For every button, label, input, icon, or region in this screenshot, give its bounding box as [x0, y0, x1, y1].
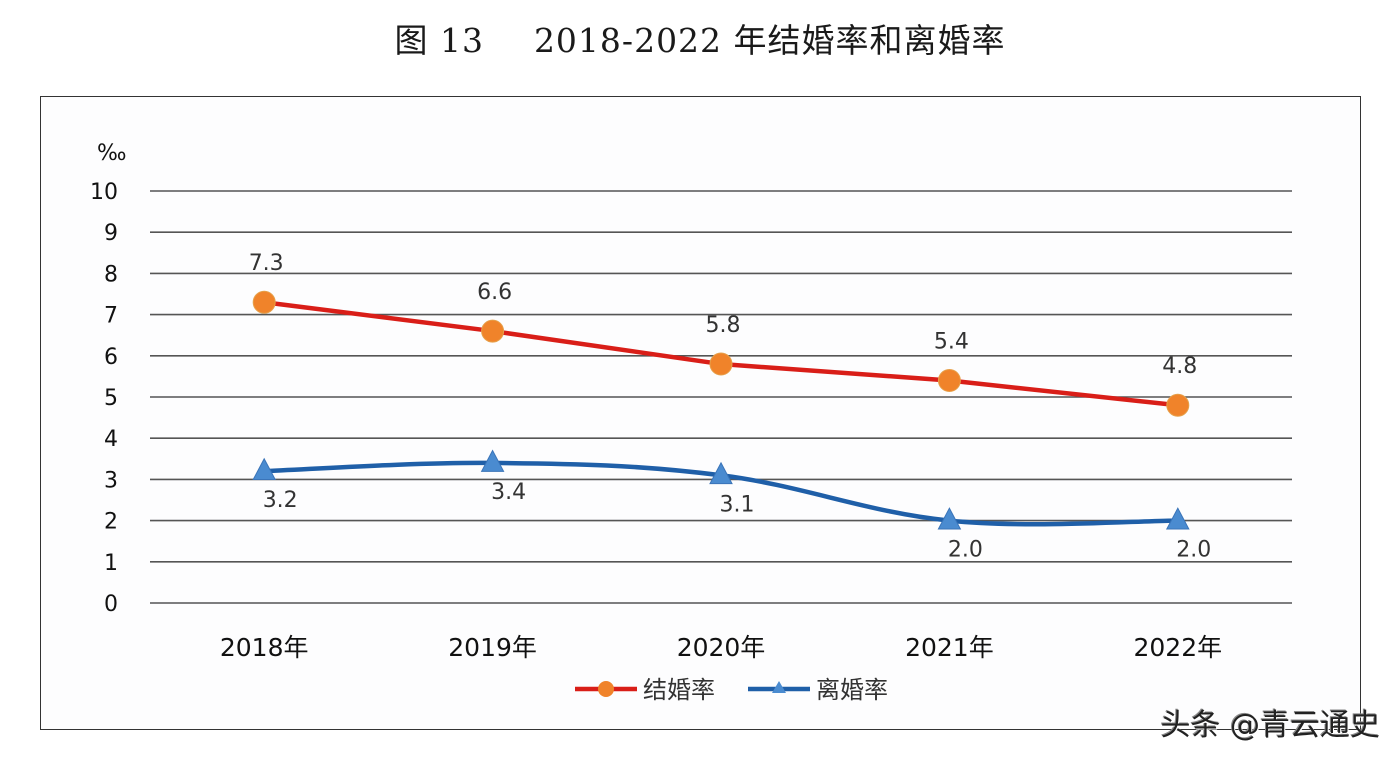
data-label: 5.8 — [706, 313, 741, 338]
data-point-marker — [1166, 393, 1190, 417]
x-tick-label: 2018年 — [220, 633, 309, 662]
x-tick-label: 2021年 — [905, 633, 994, 662]
x-tick-label: 2020年 — [677, 633, 766, 662]
x-tick-label: 2019年 — [448, 633, 537, 662]
data-point-marker — [937, 369, 961, 393]
figure-label: 图 13 — [394, 21, 484, 60]
series-marriage-rate: 7.3 6.6 5.8 5.4 4.8 — [249, 251, 1197, 417]
y-axis-unit-label: ‰ — [97, 141, 127, 166]
legend-label: 离婚率 — [816, 676, 888, 704]
data-point-marker — [252, 457, 277, 481]
y-tick-label: 6 — [104, 345, 118, 370]
x-tick-labels: 2018年 2019年 2020年 2021年 2022年 — [220, 633, 1222, 662]
legend-label: 结婚率 — [643, 676, 715, 704]
legend: 结婚率 离婚率 — [575, 676, 888, 704]
figure-title: 图 13 2018-2022 年结婚率和离婚率 — [0, 14, 1400, 62]
y-tick-labels: 0 1 2 3 4 5 6 7 8 9 10 — [90, 180, 118, 617]
data-point-marker — [252, 290, 276, 314]
data-point-marker — [709, 352, 733, 376]
chart-frame — [40, 96, 1361, 730]
data-label: 2.0 — [948, 538, 983, 563]
figure-title-text: 2018-2022 年结婚率和离婚率 — [533, 21, 1006, 60]
y-tick-label: 3 — [104, 468, 118, 493]
data-label: 6.6 — [477, 280, 512, 305]
y-tick-label: 2 — [104, 510, 118, 535]
data-label: 2.0 — [1176, 538, 1211, 563]
y-tick-label: 9 — [104, 221, 118, 246]
data-label: 3.4 — [491, 480, 526, 505]
legend-item: 离婚率 — [748, 676, 888, 704]
y-tick-label: 10 — [90, 180, 118, 205]
data-label: 7.3 — [249, 251, 284, 276]
data-point-marker — [481, 319, 505, 343]
data-label: 4.8 — [1162, 354, 1197, 379]
data-label: 3.2 — [263, 488, 298, 513]
data-point-marker — [1165, 507, 1190, 530]
data-label: 5.4 — [934, 330, 969, 355]
y-tick-label: 5 — [104, 386, 118, 411]
data-point-marker — [709, 461, 733, 485]
series-layer: 7.3 6.6 5.8 5.4 4.8 3.2 3.4 3.1 2.0 2.0 — [249, 251, 1212, 562]
data-point-marker — [480, 449, 505, 472]
y-tick-label: 4 — [104, 427, 118, 452]
y-tick-label: 0 — [104, 592, 118, 617]
legend-marker-triangle — [772, 681, 786, 693]
x-tick-label: 2022年 — [1133, 633, 1222, 662]
legend-item: 结婚率 — [575, 676, 715, 704]
data-point-marker — [937, 507, 962, 530]
y-tick-label: 7 — [104, 304, 118, 329]
series-divorce-rate: 3.2 3.4 3.1 2.0 2.0 — [252, 449, 1211, 563]
data-label: 3.1 — [720, 492, 755, 517]
watermark: 头条 @青云通史 — [1160, 708, 1380, 743]
y-tick-label: 8 — [104, 262, 118, 287]
y-tick-label: 1 — [104, 551, 118, 576]
legend-marker-circle — [598, 681, 614, 697]
